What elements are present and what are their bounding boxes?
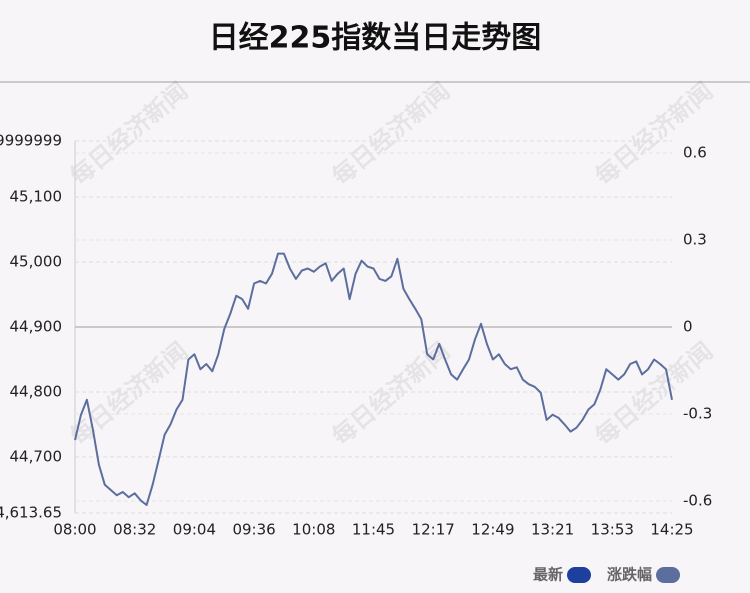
y-tick-label: 44,800 [10,382,63,400]
chart-title: 日经225指数当日走势图 [209,21,542,56]
y2-tick-label: 0 [683,318,693,336]
watermark: 每日经济新闻 [64,76,193,191]
x-tick-label: 13:21 [531,521,574,539]
x-tick-label: 08:00 [53,521,96,539]
y-tick-label: 45,186.3499999999 [0,132,62,150]
y-tick-label: 45,000 [10,253,63,271]
y2-tick-label: -0.3 [683,405,712,423]
line [74,252,673,506]
y-tick-label: 44,613.65 [0,504,62,522]
y2-tick-label: 0.3 [683,230,707,248]
x-tick-label: 09:04 [173,521,216,539]
y-tick-label: 44,900 [10,318,63,336]
watermark: 每日经济新闻 [326,76,455,191]
watermark: 每日经济新闻 [589,76,718,191]
x-tick-label: 08:32 [113,521,156,539]
legend-label: 涨跌幅 [607,566,652,584]
legend-label: 最新 [533,566,563,584]
x-tick-label: 12:17 [412,521,455,539]
legend-swatch [656,567,681,583]
x-tick-label: 10:08 [292,521,335,539]
x-tick-label: 12:49 [471,521,514,539]
y2-tick-label: 0.6 [683,143,707,161]
y-tick-label: 45,100 [10,188,63,206]
x-tick-label: 14:25 [650,521,693,539]
y2-tick-label: -0.6 [683,492,712,510]
watermark: 每日经济新闻 [64,336,193,451]
x-tick-label: 11:45 [352,521,395,539]
legend-swatch [567,567,592,583]
watermark: 每日经济新闻 [589,336,718,451]
y-tick-label: 44,700 [10,447,63,465]
x-tick-label: 13:53 [591,521,634,539]
x-tick-label: 09:36 [232,521,275,539]
